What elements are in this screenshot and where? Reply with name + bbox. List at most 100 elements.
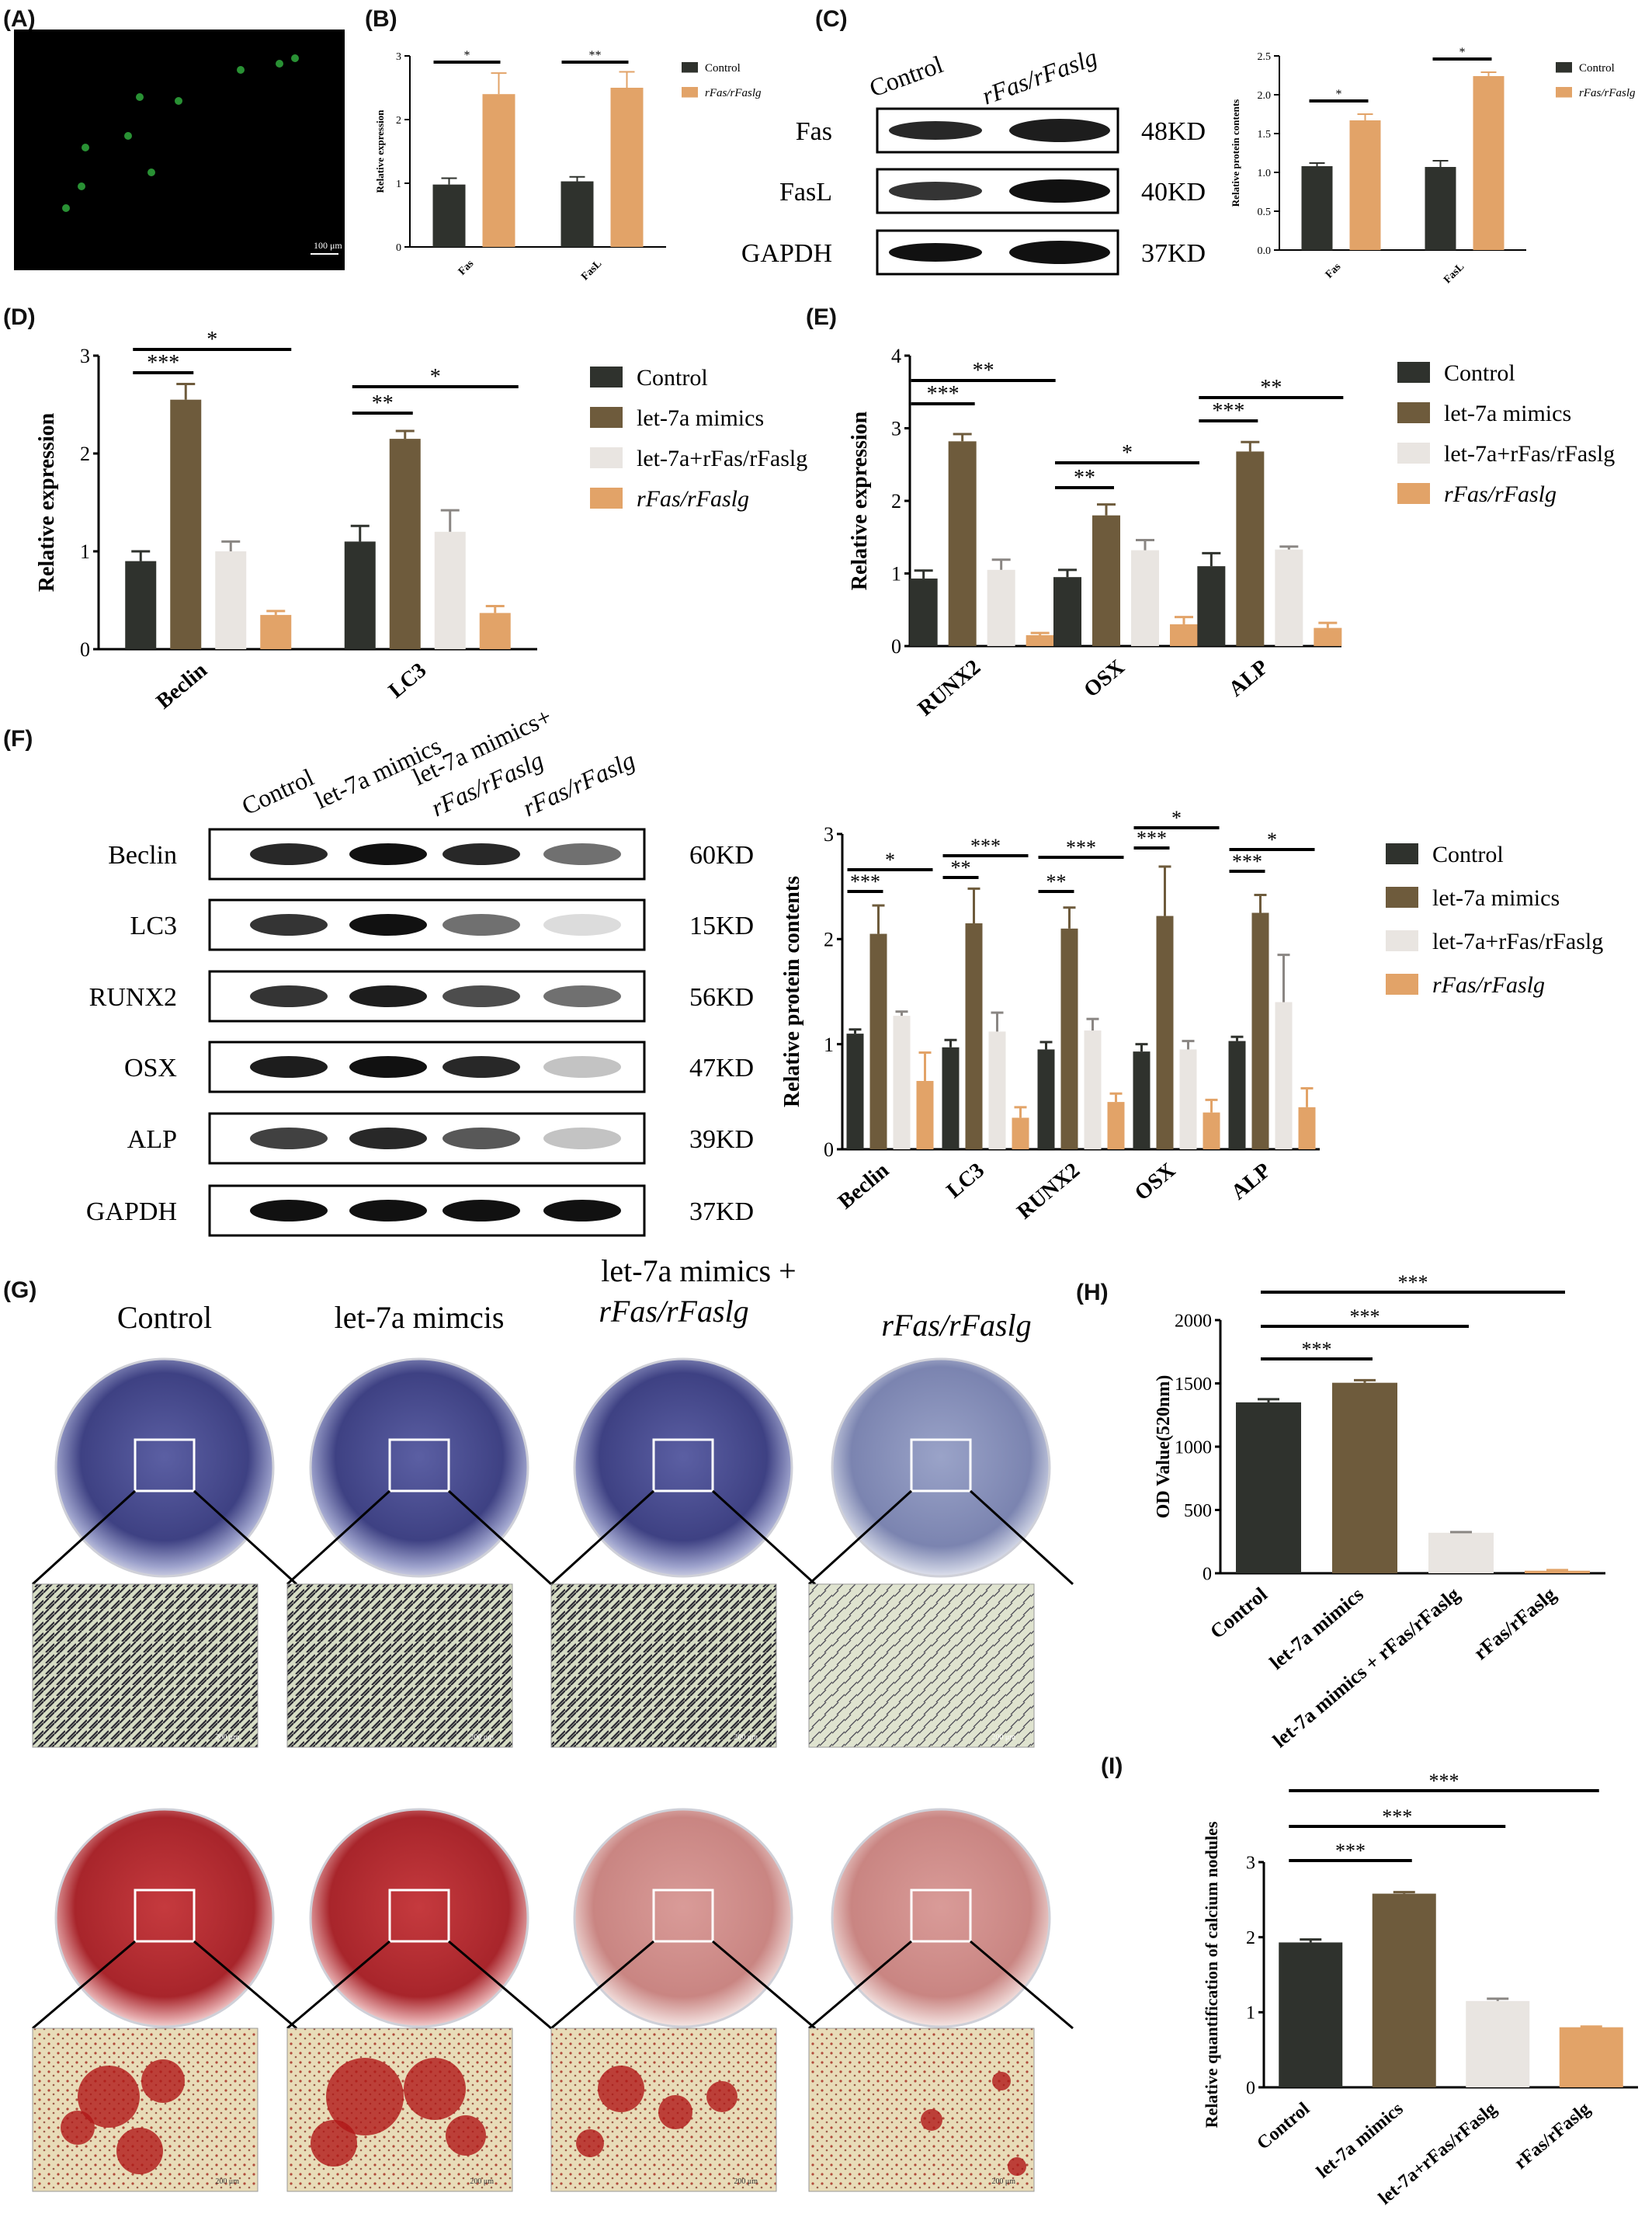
panel-label-a: (A) bbox=[3, 6, 36, 32]
g-column-title: let-7a mimcis bbox=[335, 1300, 505, 1335]
significance-marker: * bbox=[885, 849, 895, 871]
significance-marker: *** bbox=[147, 351, 179, 375]
significance-marker: *** bbox=[1212, 399, 1244, 423]
bar bbox=[1298, 1107, 1316, 1149]
significance-marker: *** bbox=[1137, 827, 1167, 850]
calcium-nodule bbox=[921, 2109, 942, 2131]
significance-marker: ** bbox=[951, 857, 971, 879]
legend-swatch bbox=[590, 447, 623, 468]
blot-band bbox=[543, 1056, 621, 1078]
alp-stain-dish bbox=[54, 1357, 275, 1578]
calcium-nodule bbox=[992, 2072, 1011, 2090]
legend-label: let-7a+rFas/rFaslg bbox=[637, 446, 807, 471]
g-column-title: Control bbox=[117, 1300, 212, 1335]
bar bbox=[1060, 928, 1078, 1149]
blot-band bbox=[442, 1128, 520, 1149]
y-tick-label: 2 bbox=[80, 443, 90, 465]
y-tick-label: 0.0 bbox=[1258, 245, 1272, 257]
calcium-nodule bbox=[1008, 2157, 1026, 2176]
significance-marker: ** bbox=[589, 49, 602, 62]
y-tick-label: 0 bbox=[1246, 2078, 1255, 2098]
bar bbox=[125, 561, 157, 649]
zoom-box bbox=[134, 1438, 196, 1492]
fluorescent-cell bbox=[148, 169, 155, 176]
blot-band bbox=[889, 121, 982, 140]
panel-label-e: (E) bbox=[806, 304, 837, 330]
significance-marker: ** bbox=[1074, 466, 1095, 490]
bar bbox=[1314, 627, 1342, 646]
calcium-nodule bbox=[311, 2120, 357, 2167]
bar bbox=[1236, 1402, 1301, 1573]
micrograph-scale-bar: 200 μm bbox=[734, 2177, 758, 2186]
panel-label-g: (G) bbox=[3, 1277, 37, 1303]
zoom-line bbox=[32, 1940, 136, 2030]
bar bbox=[1332, 1382, 1397, 1573]
bar bbox=[893, 1016, 911, 1149]
bar bbox=[948, 441, 977, 646]
scale-bar-label: 100 μm bbox=[314, 240, 342, 251]
legend-label: rFas/rFaslg bbox=[1444, 481, 1557, 507]
bar bbox=[988, 1031, 1006, 1149]
x-tick-label: RUNX2 bbox=[914, 655, 986, 721]
legend-swatch bbox=[1397, 483, 1430, 504]
x-tick-label: Control bbox=[1253, 2098, 1314, 2153]
legend-swatch bbox=[590, 407, 623, 428]
alp-stain-dish bbox=[309, 1357, 529, 1578]
bar bbox=[916, 1081, 934, 1149]
blot-band bbox=[543, 985, 621, 1007]
y-axis-label: Relative protein contents bbox=[1230, 99, 1241, 207]
y-axis-label: OD Value(520nm) bbox=[1154, 1375, 1174, 1519]
y-tick-label: 0.5 bbox=[1258, 207, 1272, 218]
calcium-nodule bbox=[61, 2111, 95, 2145]
bar bbox=[1131, 550, 1159, 646]
calcium-nodule bbox=[141, 2059, 185, 2103]
bar bbox=[1275, 549, 1303, 646]
bar bbox=[846, 1034, 864, 1149]
blot-protein-label: Beclin bbox=[108, 841, 177, 870]
blot-band bbox=[1009, 119, 1110, 142]
legend-label: let-7a mimics bbox=[637, 405, 764, 431]
legend-label: let-7a mimics bbox=[1444, 401, 1571, 426]
y-axis-label: Relative quantification of calcium nodul… bbox=[1202, 1821, 1221, 2128]
micrograph-scale-bar: 200 μm bbox=[215, 1733, 239, 1742]
y-tick-label: 2000 bbox=[1175, 1311, 1212, 1331]
bar bbox=[1236, 451, 1265, 646]
blot-band bbox=[250, 1200, 328, 1221]
y-tick-label: 2 bbox=[396, 115, 401, 127]
y-tick-label: 2 bbox=[824, 928, 834, 950]
western-blot-f: Control let-7a mimics let-7a mimics+ rFa… bbox=[86, 702, 754, 1237]
blot-band bbox=[349, 985, 427, 1007]
significance-marker: * bbox=[430, 365, 441, 389]
calcium-nodule bbox=[576, 2129, 604, 2157]
legend-swatch bbox=[1386, 930, 1418, 951]
calcium-nodule bbox=[658, 2095, 692, 2129]
zoom-line bbox=[286, 1940, 390, 2030]
legend-label: Control bbox=[1579, 62, 1615, 75]
blot-band bbox=[442, 1056, 520, 1078]
bar bbox=[1425, 167, 1456, 250]
panel-label-f: (F) bbox=[3, 726, 33, 752]
x-tick-label: let-7a mimics bbox=[1313, 2099, 1407, 2183]
x-tick-label: rFas/rFaslg bbox=[1511, 2099, 1595, 2174]
micrograph-scale-bar: 200 μm bbox=[734, 1733, 758, 1742]
y-tick-label: 500 bbox=[1184, 1501, 1212, 1521]
significance-marker: ** bbox=[1046, 870, 1067, 893]
zoom-box bbox=[652, 1438, 714, 1492]
x-tick-label: Control bbox=[1206, 1583, 1272, 1643]
bar bbox=[909, 579, 938, 646]
blot-size-label: 39KD bbox=[689, 1125, 754, 1154]
legend-label: let-7a+rFas/rFaslg bbox=[1432, 929, 1603, 954]
x-tick-label: ALP bbox=[1224, 655, 1273, 702]
bar bbox=[1372, 1893, 1436, 2087]
bar bbox=[1301, 166, 1333, 250]
bar bbox=[1466, 2000, 1530, 2087]
chart-h: 0 500 1000 1500 2000 OD Value(520nm) Controlle… bbox=[1154, 1271, 1605, 1752]
bar bbox=[1012, 1117, 1029, 1149]
zoom-line bbox=[193, 1489, 298, 1586]
alp-micrograph bbox=[286, 1583, 513, 1748]
chart-i: 0 1 2 3 Relative quantification of calcium n… bbox=[1202, 1770, 1638, 2208]
micrograph-scale-bar: 200 μm bbox=[991, 1733, 1015, 1742]
